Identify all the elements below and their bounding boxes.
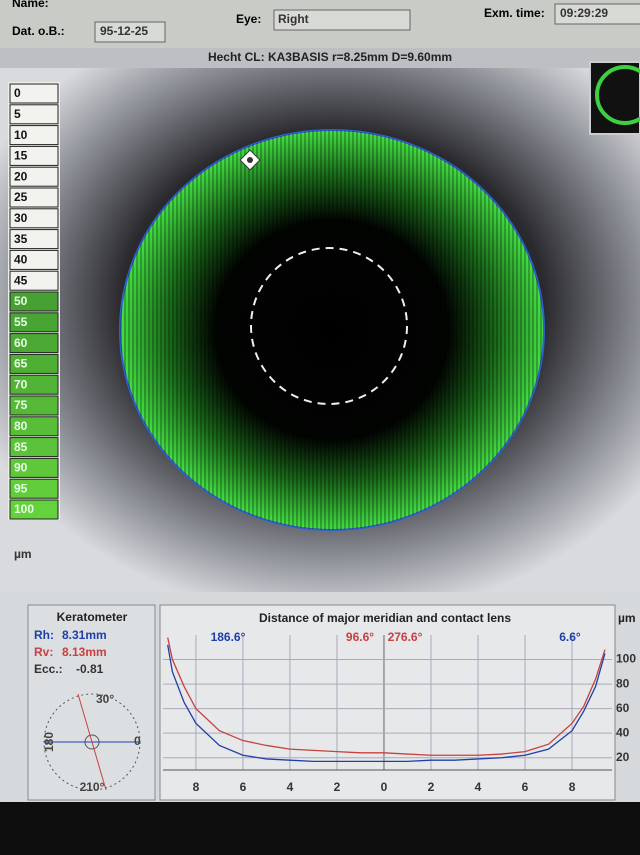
scale-label: 85: [14, 440, 28, 454]
y-tick-label: 20: [616, 750, 630, 764]
scale-label: 50: [14, 294, 28, 308]
eye-value: Right: [278, 12, 309, 26]
x-tick-label: 8: [569, 780, 576, 794]
scale-label: 45: [14, 273, 28, 287]
dob-label: Dat. o.B.:: [12, 24, 65, 38]
exam-time-value: 09:29:29: [560, 6, 608, 20]
screen: Name: Dat. o.B.: 95-12-25 Eye: Right Exm…: [0, 0, 640, 855]
name-label: Name:: [12, 0, 49, 10]
scale-label: 55: [14, 315, 28, 329]
scale-label: 5: [14, 107, 21, 121]
scale-label: 80: [14, 419, 28, 433]
axis-label: 30°: [96, 692, 114, 706]
eye-label: Eye:: [236, 12, 261, 26]
axis-label: 180: [42, 732, 56, 752]
y-tick-label: 40: [616, 725, 630, 739]
annotation: 6.6°: [559, 630, 581, 644]
exam-time-label: Exm. time:: [484, 6, 545, 20]
scale-label: 90: [14, 461, 28, 475]
scale-label: 95: [14, 481, 28, 495]
scale: 0 5 10 15 20 25 30 35 40 45 50 55 60 65 70 75 80 85 90 95 10…: [10, 84, 58, 519]
rh-label: Rh:: [34, 628, 54, 642]
dob-value: 95-12-25: [100, 24, 148, 38]
lens-info: Hecht CL: KA3BASIS r=8.25mm D=9.60mm: [208, 50, 452, 64]
annotation: 96.6°: [346, 630, 374, 644]
annotation: 186.6°: [211, 630, 246, 644]
axis-label: 210°: [80, 780, 105, 794]
x-tick-label: 4: [287, 780, 294, 794]
annotation: 276.6°: [388, 630, 423, 644]
scale-label: 40: [14, 253, 28, 267]
scale-label: 60: [14, 336, 28, 350]
axis-label: 0: [134, 734, 141, 748]
y-tick-label: 100: [616, 652, 636, 666]
x-tick-label: 8: [193, 780, 200, 794]
scale-label: 75: [14, 398, 28, 412]
rv-label: Rv:: [34, 645, 53, 659]
rv-value: 8.13mm: [62, 645, 107, 659]
x-tick-label: 4: [475, 780, 482, 794]
scale-label: 10: [14, 128, 28, 142]
scale-label: 25: [14, 190, 28, 204]
scale-unit: µm: [14, 547, 32, 561]
ecc-label: Ecc.:: [34, 662, 63, 676]
scale-label: 30: [14, 211, 28, 225]
scale-label: 35: [14, 232, 28, 246]
x-tick-label: 6: [240, 780, 247, 794]
page: Name: Dat. o.B.: 95-12-25 Eye: Right Exm…: [0, 0, 640, 855]
y-tick-label: 80: [616, 676, 630, 690]
scale-label: 15: [14, 149, 28, 163]
scale-label: 0: [14, 86, 21, 100]
x-tick-label: 6: [522, 780, 529, 794]
scale-label: 20: [14, 169, 28, 183]
x-tick-label: 2: [428, 780, 435, 794]
y-tick-label: 60: [616, 701, 630, 715]
ecc-value: -0.81: [76, 662, 104, 676]
rh-value: 8.31mm: [62, 628, 107, 642]
map-texture: [120, 130, 544, 530]
y-unit: µm: [618, 611, 636, 625]
chart-title: Distance of major meridian and contact l…: [259, 611, 511, 625]
x-tick-label: 0: [381, 780, 388, 794]
keratometer-title: Keratometer: [57, 610, 128, 624]
scale-label: 65: [14, 357, 28, 371]
x-tick-label: 2: [334, 780, 341, 794]
scale-label: 100: [14, 502, 34, 516]
scale-label: 70: [14, 377, 28, 391]
